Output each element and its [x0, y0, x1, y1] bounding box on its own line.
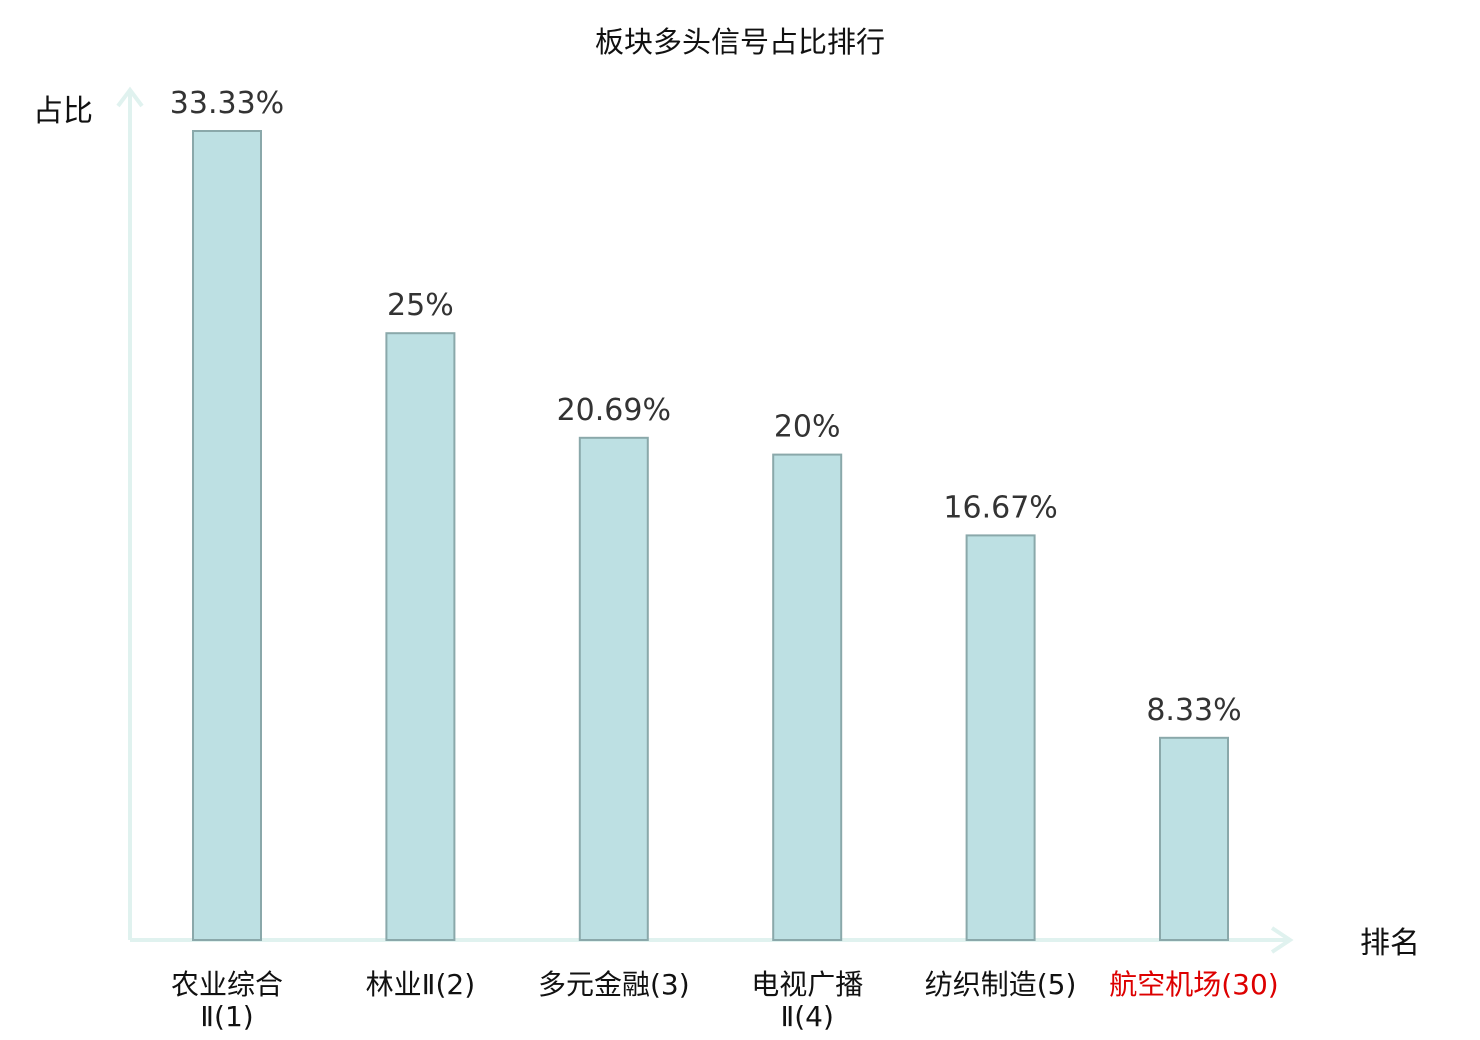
bar-2: [385, 332, 456, 941]
bar-4: [772, 453, 843, 941]
bar-1: [192, 130, 262, 941]
bars-group: [192, 130, 1229, 942]
category-label-6: 航空机场(30): [1109, 968, 1278, 1001]
y-axis-label: 占比: [33, 94, 93, 129]
value-label-5: 16.67%: [943, 490, 1057, 525]
category-label-2: 林业Ⅱ(2): [366, 968, 475, 1001]
x-axis-label: 排名: [1360, 926, 1420, 961]
bar-5: [965, 534, 1036, 942]
bar-6: [1159, 736, 1229, 941]
category-label-1-line-2: Ⅱ(1): [200, 1000, 253, 1033]
category-label-4-line-2: Ⅱ(4): [780, 1000, 833, 1033]
value-label-3: 20.69%: [557, 393, 671, 428]
value-label-4: 20%: [774, 410, 841, 445]
bar-3: [578, 436, 649, 941]
y-axis-arrow: [116, 86, 144, 108]
category-label-3: 多元金融(3): [538, 968, 690, 1001]
value-label-6: 8.33%: [1146, 693, 1241, 728]
category-label-5: 纺织制造(5): [925, 968, 1077, 1001]
value-label-1: 33.33%: [170, 86, 284, 121]
value-label-2: 25%: [387, 288, 454, 323]
x-axis-arrow: [1270, 926, 1294, 954]
category-label-4-line-1: 电视广播: [751, 968, 863, 1001]
chart-title: 板块多头信号占比排行: [595, 25, 885, 59]
value-labels-group: 33.33% 25% 20.69% 20% 16.67% 8.33%: [170, 86, 1242, 728]
category-label-1-line-1: 农业综合: [171, 968, 283, 1001]
